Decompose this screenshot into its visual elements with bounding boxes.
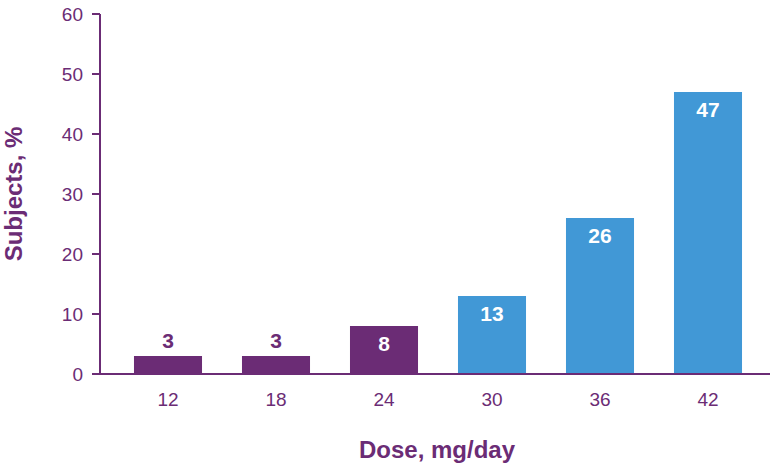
x-tick-label: 12 [157, 389, 178, 410]
bar [566, 218, 634, 374]
y-tick [92, 313, 100, 315]
x-tick-label: 24 [373, 389, 395, 410]
y-tick [92, 73, 100, 75]
x-axis [100, 373, 770, 375]
x-tick-label: 18 [265, 389, 286, 410]
x-axis-label: Dose, mg/day [359, 436, 516, 463]
data-label: 47 [696, 98, 719, 121]
y-tick-label: 0 [72, 364, 83, 385]
y-tick-label: 50 [62, 64, 83, 85]
x-tick-label: 36 [589, 389, 610, 410]
y-tick [92, 193, 100, 195]
y-tick-label: 40 [62, 124, 83, 145]
y-tick [92, 253, 100, 255]
x-tick-label: 30 [481, 389, 502, 410]
y-tick-label: 10 [62, 304, 83, 325]
data-label: 13 [480, 302, 503, 325]
x-tick-label: 42 [697, 389, 718, 410]
chart: 3 3 8 13 26 47 0 10 20 30 40 50 60 12 18 24 30 36 42 Dose, … [0, 0, 770, 468]
y-tick-label: 60 [62, 4, 83, 25]
y-tick [92, 133, 100, 135]
bar [350, 326, 418, 374]
data-label: 3 [270, 329, 282, 352]
bar [674, 92, 742, 374]
y-tick-label: 30 [62, 184, 83, 205]
data-label: 3 [162, 329, 174, 352]
y-axis-label: Subjects, % [0, 127, 27, 262]
y-tick-label: 20 [62, 244, 83, 265]
bars [134, 92, 742, 374]
bar [458, 296, 526, 374]
bar [242, 356, 310, 374]
y-tick [92, 13, 100, 15]
y-tick [92, 373, 100, 375]
data-label: 8 [378, 332, 390, 355]
data-label: 26 [588, 224, 611, 247]
bar [134, 356, 202, 374]
